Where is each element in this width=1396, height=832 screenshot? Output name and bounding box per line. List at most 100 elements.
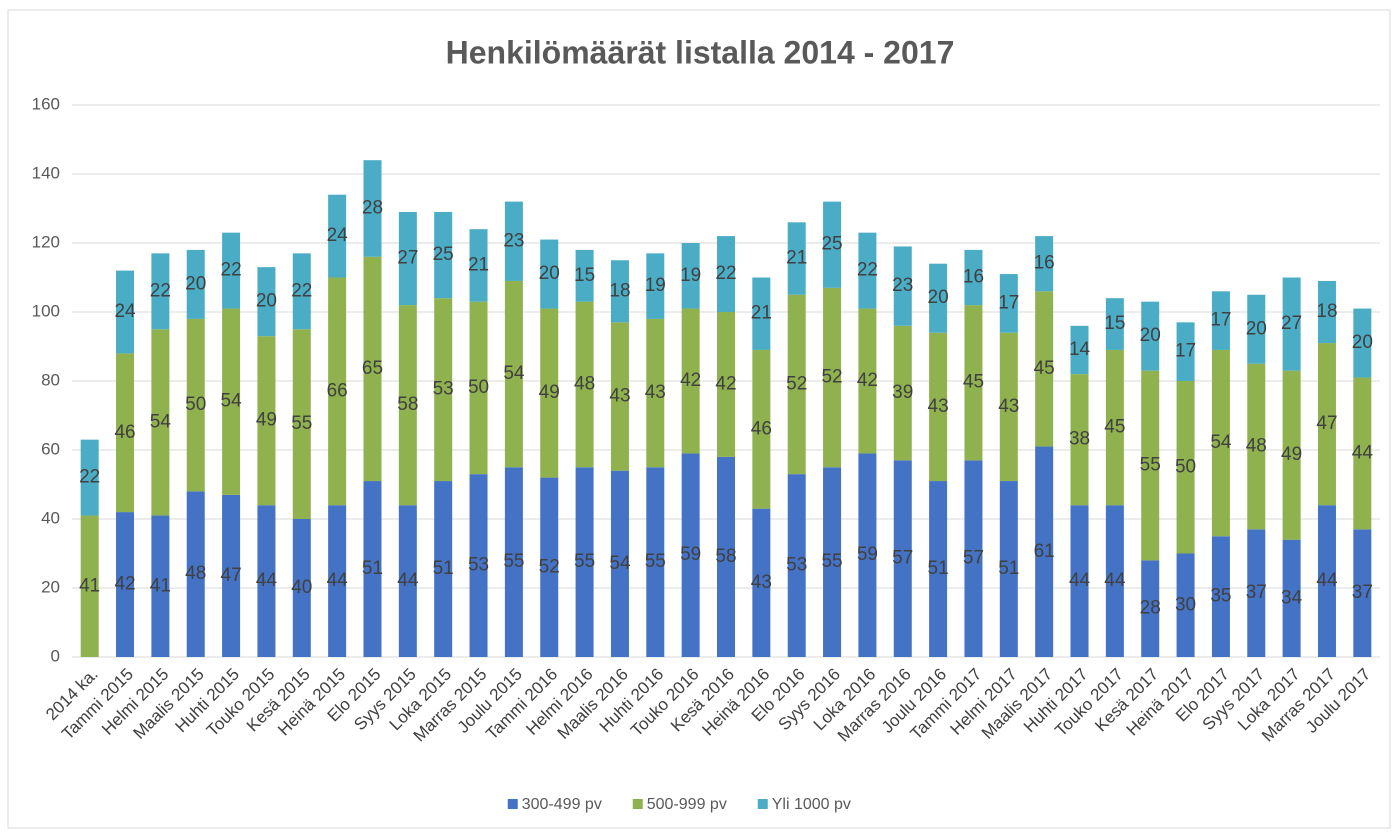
data-label: 18 (1316, 301, 1337, 322)
data-label: 54 (221, 391, 243, 412)
data-label: 52 (786, 373, 807, 394)
data-label: 21 (468, 254, 489, 275)
bar-segment (1247, 529, 1266, 657)
bar-segment (1282, 370, 1301, 540)
legend-swatch (507, 799, 518, 809)
bar-segment (257, 336, 276, 506)
y-tick-label: 0 (51, 646, 60, 665)
legend-label: Yli 1000 pv (772, 796, 851, 813)
data-label: 46 (751, 418, 772, 439)
bar-segment (964, 305, 983, 461)
data-label: 49 (1281, 444, 1302, 465)
bar-segment (540, 308, 559, 478)
bar-segment (1247, 294, 1266, 364)
data-label: 24 (327, 225, 349, 246)
data-label: 48 (185, 563, 206, 584)
bar-segment (575, 249, 594, 302)
data-label: 22 (715, 263, 736, 284)
data-label: 59 (680, 544, 701, 565)
data-label: 37 (1352, 582, 1373, 603)
bar-segment (646, 467, 665, 657)
bar-segment (893, 325, 912, 461)
bar-segment (257, 505, 276, 657)
bar-segment (823, 467, 842, 657)
bar-segment (116, 353, 135, 513)
bar-segment (328, 194, 347, 278)
data-label: 20 (539, 263, 560, 284)
data-label: 20 (928, 287, 949, 308)
bar-segment (1353, 377, 1372, 530)
bar-segment (363, 256, 382, 482)
data-label: 47 (1316, 413, 1337, 434)
data-label: 25 (821, 234, 842, 255)
bar-segment (504, 467, 523, 657)
bar-segment (893, 460, 912, 657)
bar-segment (434, 481, 453, 657)
bar-segment (752, 277, 771, 350)
bar-segment (1353, 529, 1372, 657)
data-label: 19 (680, 265, 701, 286)
bar-segment (575, 467, 594, 657)
data-label: 54 (1210, 432, 1232, 453)
bar-segment (1141, 560, 1160, 657)
data-label: 54 (609, 553, 631, 574)
bar-segment (292, 253, 311, 330)
bar-segment (504, 201, 523, 281)
y-tick-label: 20 (41, 577, 60, 596)
bar-segment (929, 332, 948, 482)
data-label: 51 (928, 558, 949, 579)
bar-segment (151, 329, 170, 516)
bar-segment (823, 201, 842, 288)
bar-segment (1105, 349, 1124, 506)
data-label: 51 (998, 558, 1019, 579)
bar-segment (469, 301, 488, 475)
bar-segment (1211, 536, 1230, 657)
data-label: 21 (751, 303, 772, 324)
bar-segment (610, 470, 629, 657)
bar-segment (752, 508, 771, 657)
data-label: 27 (1281, 313, 1302, 334)
bar-segment (540, 239, 559, 309)
bar-segment (186, 318, 205, 492)
bar-segment (717, 312, 735, 457)
bar-segment (328, 277, 347, 506)
data-label: 46 (114, 422, 135, 443)
data-label: 23 (892, 275, 913, 296)
data-label: 55 (1140, 455, 1161, 476)
data-label: 24 (114, 301, 136, 322)
bar-segment (1211, 349, 1230, 537)
data-label: 50 (185, 394, 206, 415)
bar-segment (1176, 553, 1195, 657)
bar-segment (363, 481, 382, 657)
y-tick-label: 100 (32, 301, 60, 320)
data-label: 17 (998, 292, 1019, 313)
data-label: 54 (150, 411, 172, 432)
data-label: 44 (1352, 442, 1374, 463)
data-label: 51 (433, 558, 454, 579)
data-label: 55 (503, 551, 524, 572)
data-label: 15 (1104, 313, 1125, 334)
data-label: 59 (857, 544, 878, 565)
bar-segment (681, 453, 700, 657)
bar-segment (1035, 446, 1054, 657)
bar-segment (186, 491, 205, 657)
bar-segment (1070, 505, 1089, 657)
data-label: 53 (786, 555, 807, 576)
data-label: 57 (892, 548, 913, 569)
bar-segment (292, 519, 311, 657)
bar-segment (398, 505, 417, 657)
bar-segment (222, 308, 241, 495)
bar-segment (328, 505, 347, 657)
data-label: 44 (397, 570, 419, 591)
bar-segment (1247, 363, 1266, 530)
data-label: 41 (150, 575, 171, 596)
data-label: 65 (362, 358, 383, 379)
data-label: 51 (362, 558, 383, 579)
data-label: 55 (291, 413, 312, 434)
bar-segment (434, 298, 453, 482)
legend-label: 500-999 pv (647, 796, 727, 813)
bar-segment (504, 280, 523, 468)
data-label: 17 (1210, 310, 1231, 331)
bar-segment (398, 305, 417, 506)
data-label: 20 (185, 273, 206, 294)
